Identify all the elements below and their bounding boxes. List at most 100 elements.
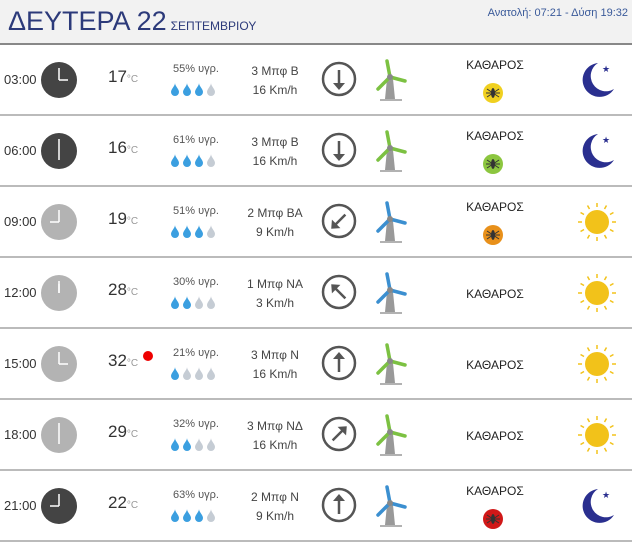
temperature-unit: °C [126, 429, 139, 440]
forecast-row: 12:00 28°C 30% υγρ. 1 Μπφ ΝΑ 3 Km/h ΚΑΘΑΡ… [0, 258, 632, 329]
sunrise-sunset: Ανατολή: 07:21 - Δύση 19:32 [487, 7, 628, 19]
sky-condition: ΚΑΘΑΡΟΣ [466, 200, 524, 214]
temperature: 19°C [108, 209, 138, 229]
humidity-text: 61% υγρ. [173, 134, 219, 146]
temperature-unit: °C [126, 358, 139, 369]
wind-turbine-icon [376, 272, 407, 314]
wind-beaufort: 1 Μπφ ΝΑ [247, 277, 303, 291]
humidity-drop-icon [171, 154, 179, 167]
day-title: ΔΕΥΤΕΡΑ 22 ΣΕΠΤΕΜΒΡΙΟΥ [8, 6, 256, 37]
humidity-drops [170, 367, 216, 380]
temperature: 28°C [108, 280, 138, 300]
temperature-unit: °C [126, 500, 139, 511]
wind-speed: 16 Km/h [252, 367, 298, 381]
humidity-drop-icon [195, 438, 203, 451]
humidity-drops [170, 509, 216, 522]
temperature: 16°C [108, 138, 138, 158]
wind-info: 3 Μπφ Β 16 Km/h [240, 62, 310, 100]
mosquito-icon [483, 83, 503, 103]
forecast-row: 09:00 19°C 51% υγρ. 2 Μπφ ΒΑ 9 Km/h ΚΑΘΑΡ… [0, 187, 632, 258]
forecast-row: 18:00 29°C 32% υγρ. 3 Μπφ ΝΔ 16 Km/h ΚΑΘΑ… [0, 400, 632, 471]
wind-direction-arrow-icon [321, 345, 357, 381]
temperature: 29°C [108, 422, 138, 442]
wind-info: 3 Μπφ ΝΔ 16 Km/h [240, 417, 310, 455]
day-header: ΔΕΥΤΕΡΑ 22 ΣΕΠΤΕΜΒΡΙΟΥ Ανατολή: 07:21 - Δ… [0, 0, 632, 45]
temperature-value: 32 [108, 351, 127, 370]
humidity-drop-icon [171, 367, 179, 380]
mosquito-icon [483, 225, 503, 245]
wind-direction-arrow-icon [321, 203, 357, 239]
humidity-drop-icon [195, 509, 203, 522]
row-time: 18:00 [4, 427, 37, 442]
wind-speed: 9 Km/h [255, 509, 294, 523]
temperature-unit: °C [126, 145, 139, 156]
row-time: 12:00 [4, 285, 37, 300]
humidity-drop-icon [183, 225, 191, 238]
temperature-value: 28 [108, 280, 127, 299]
forecast-row: 21:00 22°C 63% υγρ. 2 Μπφ Ν 9 Km/h ΚΑΘΑΡΟ… [0, 471, 632, 542]
humidity-drop-icon [171, 225, 179, 238]
humidity-drops [170, 83, 216, 96]
clock-icon [41, 346, 77, 382]
temperature-value: 19 [108, 209, 127, 228]
humidity-drop-icon [183, 83, 191, 96]
svg-text:★: ★ [602, 64, 610, 74]
moon-icon: ★ [582, 489, 614, 523]
wind-turbine-icon [376, 59, 407, 101]
wind-beaufort: 3 Μπφ ΝΔ [247, 419, 303, 433]
temperature-value: 22 [108, 493, 127, 512]
humidity-drop-icon [171, 438, 179, 451]
row-time: 21:00 [4, 498, 37, 513]
heat-alert-dot [143, 351, 153, 361]
sky-condition: ΚΑΘΑΡΟΣ [466, 429, 524, 443]
wind-beaufort: 3 Μπφ Ν [251, 348, 299, 362]
svg-text:★: ★ [602, 135, 610, 145]
forecast-row: 06:00 16°C 61% υγρ. 3 Μπφ Β 16 Km/h ΚΑΘΑΡ… [0, 116, 632, 187]
humidity-drop-icon [207, 509, 215, 522]
humidity-text: 30% υγρ. [173, 276, 219, 288]
wind-direction-arrow-icon [321, 487, 357, 523]
humidity-drops [170, 225, 216, 238]
temperature-unit: °C [126, 287, 139, 298]
wind-speed: 16 Km/h [252, 83, 298, 97]
wind-speed: 3 Km/h [255, 296, 294, 310]
wind-direction-arrow-icon [321, 132, 357, 168]
sun-icon [578, 203, 616, 241]
wind-info: 1 Μπφ ΝΑ 3 Km/h [240, 275, 310, 313]
temperature-unit: °C [126, 74, 139, 85]
humidity-drop-icon [195, 154, 203, 167]
humidity-drop-icon [171, 83, 179, 96]
humidity-drop-icon [183, 509, 191, 522]
temperature-value: 29 [108, 422, 127, 441]
temperature-value: 17 [108, 67, 127, 86]
row-time: 15:00 [4, 356, 37, 371]
humidity-drop-icon [183, 154, 191, 167]
wind-speed: 16 Km/h [252, 154, 298, 168]
wind-beaufort: 2 Μπφ ΒΑ [247, 206, 303, 220]
wind-turbine-icon [376, 414, 407, 456]
forecast-row: 03:00 17°C 55% υγρ. 3 Μπφ Β 16 Km/h ΚΑΘΑΡ… [0, 45, 632, 116]
humidity-drop-icon [207, 225, 215, 238]
temperature: 32°C [108, 351, 138, 371]
day-name: ΔΕΥΤΕΡΑ 22 [8, 6, 167, 36]
sky-condition: ΚΑΘΑΡΟΣ [466, 484, 524, 498]
humidity-drop-icon [195, 225, 203, 238]
humidity-drops [170, 154, 216, 167]
humidity-text: 32% υγρ. [173, 418, 219, 430]
sky-condition: ΚΑΘΑΡΟΣ [466, 129, 524, 143]
sky-condition: ΚΑΘΑΡΟΣ [466, 287, 524, 301]
temperature: 17°C [108, 67, 138, 87]
wind-info: 3 Μπφ Ν 16 Km/h [240, 346, 310, 384]
wind-info: 3 Μπφ Β 16 Km/h [240, 133, 310, 171]
humidity-text: 21% υγρ. [173, 347, 219, 359]
humidity-drop-icon [171, 296, 179, 309]
humidity-drop-icon [195, 367, 203, 380]
mosquito-icon [483, 509, 503, 529]
temperature-value: 16 [108, 138, 127, 157]
wind-direction-arrow-icon [321, 416, 357, 452]
mosquito-icon [483, 154, 503, 174]
row-time: 06:00 [4, 143, 37, 158]
wind-beaufort: 3 Μπφ Β [251, 135, 299, 149]
sun-icon [578, 274, 616, 312]
wind-info: 2 Μπφ Ν 9 Km/h [240, 488, 310, 526]
